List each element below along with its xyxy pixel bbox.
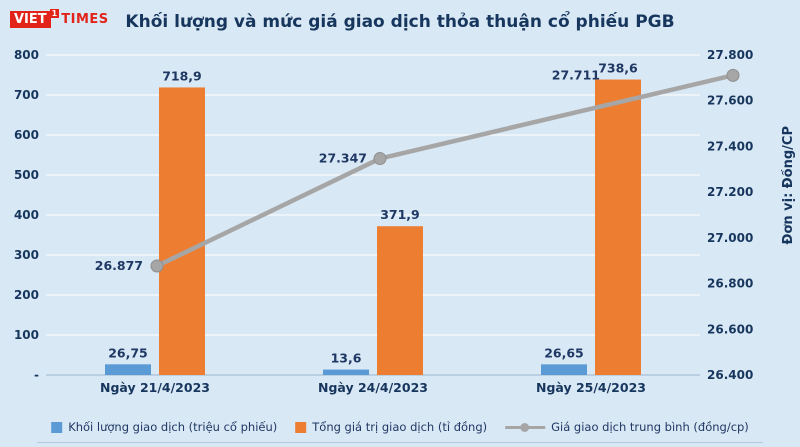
bar-volume-label: 26,75 — [108, 345, 148, 360]
legend-item-volume: Khối lượng giao dịch (triệu cổ phiếu) — [51, 420, 277, 434]
price-line — [156, 73, 734, 268]
viettimes-logo: VIET 1 TIMES — [10, 8, 109, 28]
right-axis-tick-label: 26.600 — [707, 322, 753, 336]
category-label: Ngày 24/4/2023 — [318, 380, 428, 395]
left-axis-tick-label: 800 — [14, 48, 39, 62]
legend-underline: Khối lượng giao dịch (triệu cổ phiếu) Tổ… — [37, 420, 763, 443]
chart-legend: Khối lượng giao dịch (triệu cổ phiếu) Tổ… — [51, 420, 749, 434]
right-axis-tick-label: 27.200 — [707, 185, 753, 199]
bar-volume-label: 26,65 — [544, 345, 584, 360]
bar-volume — [541, 364, 587, 375]
bar-volume — [105, 364, 151, 375]
price-line-marker — [373, 152, 387, 166]
left-axis-tick-label: 300 — [14, 248, 39, 262]
left-axis-tick-label: 500 — [14, 168, 39, 182]
legend-label-volume: Khối lượng giao dịch (triệu cổ phiếu) — [68, 420, 278, 434]
right-axis-tick-label: 27.400 — [707, 139, 753, 153]
price-line-swatch-icon — [505, 422, 546, 432]
right-axis-tick-label: 26.400 — [707, 368, 753, 382]
right-axis-tick-label: 27.600 — [707, 94, 753, 108]
value-swatch-icon — [295, 421, 307, 433]
bar-value — [595, 79, 641, 375]
left-axis-tick-label: 700 — [14, 88, 39, 102]
left-axis-tick-label: 200 — [14, 288, 39, 302]
right-axis-tick-label: 27.000 — [707, 231, 753, 245]
price-line-marker — [150, 259, 164, 273]
price-line-marker — [726, 68, 740, 82]
legend-label-price: Giá giao dịch trung bình (đồng/cp) — [551, 420, 749, 434]
legend-item-value: Tổng giá trị giao dịch (tỉ đồng) — [295, 420, 487, 434]
left-axis-tick-label: 600 — [14, 128, 39, 142]
right-axis-title-text: Đơn vị: Đồng/CP — [781, 126, 796, 245]
category-label: Ngày 25/4/2023 — [536, 380, 646, 395]
bar-value — [377, 226, 423, 375]
right-axis-title: Đơn vị: Đồng/CP — [781, 68, 796, 303]
chart-title: Khối lượng và mức giá giao dịch thỏa thu… — [125, 12, 675, 32]
bar-value — [159, 87, 205, 375]
volume-swatch-icon — [51, 421, 63, 433]
left-axis-tick-label: 400 — [14, 208, 39, 222]
bar-volume-label: 13,6 — [331, 351, 362, 366]
bar-volume — [323, 369, 369, 375]
bar-value-label: 718,9 — [162, 68, 202, 83]
category-label: Ngày 21/4/2023 — [100, 380, 210, 395]
right-axis-tick-label: 27.800 — [707, 48, 753, 62]
price-point-label: 27.347 — [319, 151, 367, 166]
legend-label-value: Tổng giá trị giao dịch (tỉ đồng) — [312, 420, 488, 434]
bar-value-label: 371,9 — [380, 207, 420, 222]
left-axis-tick-label: - — [34, 368, 39, 382]
logo-flag-icon: 1 — [49, 9, 60, 18]
price-point-label: 26.877 — [95, 258, 143, 273]
left-axis-tick-label: 100 — [14, 328, 39, 342]
bar-value-label: 738,6 — [598, 61, 638, 76]
logo-viet-mark: VIET — [10, 11, 51, 28]
logo-times-mark: TIMES — [61, 12, 109, 27]
price-point-label: 27.711 — [552, 67, 600, 82]
right-axis-tick-label: 26.800 — [707, 277, 753, 291]
legend-item-price: Giá giao dịch trung bình (đồng/cp) — [505, 420, 749, 434]
